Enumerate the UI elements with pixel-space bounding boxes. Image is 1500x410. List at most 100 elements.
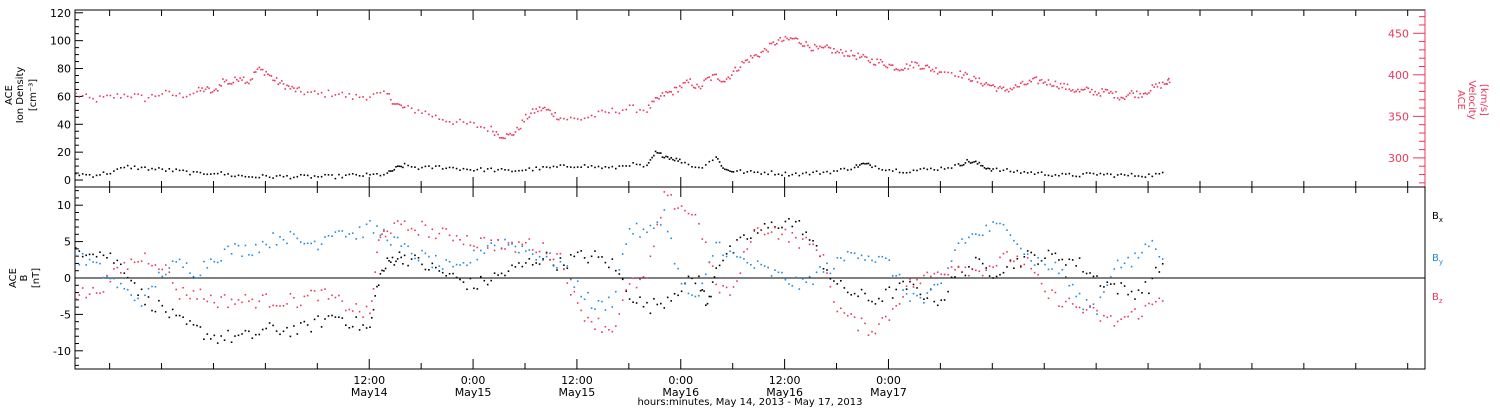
density-series-point <box>348 173 351 176</box>
velocity-series-point <box>334 94 337 96</box>
b-series-bz-point <box>248 300 250 302</box>
velocity-series-point <box>765 49 768 51</box>
b-series-by-point <box>358 226 361 228</box>
density-series-point <box>147 169 150 171</box>
density-series-point <box>286 175 288 177</box>
b-series-bx-point <box>649 312 652 315</box>
b-series-bz-point <box>192 290 195 292</box>
b-series-bz-point <box>563 268 565 271</box>
b-series-by-point <box>1023 253 1026 255</box>
b-series-by-point <box>196 277 198 279</box>
b-series-by-point <box>916 294 918 297</box>
velocity-series-point <box>867 59 870 62</box>
density-series-point <box>943 168 946 170</box>
b-series-bz-point <box>210 294 212 297</box>
b-series-by-point <box>846 250 849 253</box>
density-series-point <box>549 166 551 169</box>
b-series-by-point <box>199 274 202 277</box>
velocity-series-point <box>1106 89 1109 91</box>
b-series-by-point <box>642 228 645 231</box>
b-series-bx-point <box>981 262 984 265</box>
b-series-bz-point <box>88 293 91 295</box>
b-series-bz-point <box>504 248 506 250</box>
velocity-series-point <box>938 71 941 73</box>
b-series-bx-point <box>628 298 631 300</box>
b-series-bx-point <box>1037 263 1039 265</box>
density-series-point <box>912 169 915 171</box>
velocity-series-point <box>665 91 667 93</box>
density-axis-label-line2: Ion Density <box>15 67 26 124</box>
density-series-point <box>916 169 918 172</box>
density-series-point <box>850 168 852 171</box>
density-series-point <box>675 157 678 160</box>
density-series-point <box>116 168 119 170</box>
velocity-series-point <box>999 85 1001 88</box>
density-series-point <box>864 163 866 165</box>
b-series-bx-point <box>158 299 160 302</box>
b-series-bz-point <box>1110 315 1112 317</box>
velocity-series-point <box>1160 87 1162 89</box>
density-series-point <box>724 168 726 171</box>
b-series-by-point <box>351 232 354 234</box>
b-series-bx-point <box>435 266 437 269</box>
density-series-point <box>216 172 219 175</box>
density-series-point <box>388 170 390 172</box>
b-series-bz-point <box>81 287 84 289</box>
velocity-series-point <box>621 109 624 111</box>
velocity-series-point <box>573 117 576 120</box>
b-series-bx-point <box>306 324 309 326</box>
b-series-bx-point <box>840 280 842 282</box>
b-series-bz-point <box>92 287 94 289</box>
b-series-by-point <box>286 242 288 245</box>
b-series-bx-point <box>722 259 724 262</box>
b-series-by-point <box>1082 308 1084 311</box>
b-series-by-point <box>781 271 783 274</box>
b-series-bz-point <box>123 261 126 264</box>
b-series-bz-point <box>1141 315 1143 318</box>
velocity-series-point <box>294 90 297 93</box>
b-series-bx-point <box>812 240 814 242</box>
velocity-series-point <box>348 93 351 95</box>
b-series-bx-point <box>1009 259 1012 262</box>
b-series-bx-point <box>92 253 94 256</box>
velocity-series-point <box>924 64 927 67</box>
b-series-bz-point <box>625 289 627 291</box>
velocity-series-point <box>647 104 650 106</box>
velocity-series-point <box>968 78 970 81</box>
date-tick-label: May15 <box>559 386 596 399</box>
b-series-bx-point <box>1130 290 1133 293</box>
b-series-bz-point <box>120 272 122 274</box>
b-series-bz-point <box>608 329 610 331</box>
velocity-series-point <box>236 78 238 81</box>
density-series-point <box>843 167 846 170</box>
b-series-bz-point <box>303 295 306 298</box>
b-series-by-point <box>964 242 967 244</box>
b-series-by-point <box>860 254 863 257</box>
top-series <box>75 35 1171 180</box>
density-series-point <box>661 156 664 158</box>
b-series-bz-point <box>230 298 233 301</box>
b-series-bz-point <box>940 273 942 276</box>
density-series-point <box>763 171 766 174</box>
b-series-bz-point <box>930 275 932 278</box>
b-series-bx-point <box>895 288 897 291</box>
b-series-bx-point <box>381 269 383 272</box>
velocity-series-point <box>1099 95 1102 97</box>
velocity-series-point <box>881 61 884 63</box>
b-series-by-point <box>1075 295 1077 298</box>
b-series-bx-point <box>483 279 486 282</box>
b-series-by-point <box>888 259 891 261</box>
velocity-series-point <box>866 56 868 59</box>
b-series-bx-point <box>116 259 119 262</box>
velocity-series-point <box>902 69 904 71</box>
b-series-by-point <box>1141 251 1143 254</box>
density-series-point <box>665 155 667 158</box>
b-series-by-point <box>379 234 382 236</box>
velocity-series-point <box>469 121 472 123</box>
b-series-by-point <box>473 249 475 252</box>
velocity-series-point <box>943 71 946 73</box>
velocity-series-point <box>618 112 621 115</box>
velocity-series-point <box>781 40 783 43</box>
b-series-bx-point <box>846 291 849 294</box>
b-series-bx-point <box>137 294 139 296</box>
